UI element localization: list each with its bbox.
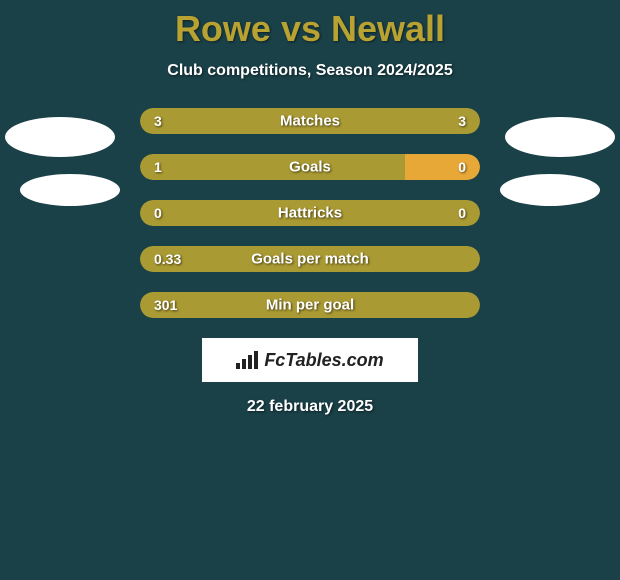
stat-bar-left [140,154,405,180]
stat-value-right: 0 [458,159,466,175]
stat-label: Min per goal [266,297,354,314]
stat-label: Goals per match [251,251,369,268]
stat-bar-area: Goals 1 0 [140,154,480,180]
stat-label: Matches [280,113,340,130]
stat-row: Hattricks 0 0 [0,200,620,226]
stat-value-left: 301 [154,297,177,313]
stat-value-left: 1 [154,159,162,175]
stat-row: Goals 1 0 [0,154,620,180]
stat-value-left: 3 [154,113,162,129]
stat-bar-area: Matches 3 3 [140,108,480,134]
stat-bar-right [405,154,480,180]
subtitle: Club competitions, Season 2024/2025 [0,62,620,80]
stat-value-right: 0 [458,205,466,221]
stat-row: Goals per match 0.33 [0,246,620,272]
page-title: Rowe vs Newall [0,0,620,50]
stat-row: Matches 3 3 [0,108,620,134]
logo-chart-icon [236,351,260,369]
stat-bar-area: Hattricks 0 0 [140,200,480,226]
stat-value-left: 0 [154,205,162,221]
stat-label: Hattricks [278,205,342,222]
date-text: 22 february 2025 [0,398,620,416]
stat-bar-area: Goals per match 0.33 [140,246,480,272]
stat-value-right: 3 [458,113,466,129]
comparison-container: Rowe vs Newall Club competitions, Season… [0,0,620,580]
stat-label: Goals [289,159,331,176]
stat-row: Min per goal 301 [0,292,620,318]
stat-value-left: 0.33 [154,251,181,267]
logo-box[interactable]: FcTables.com [202,338,418,382]
stat-bar-area: Min per goal 301 [140,292,480,318]
logo-text: FcTables.com [264,350,383,371]
